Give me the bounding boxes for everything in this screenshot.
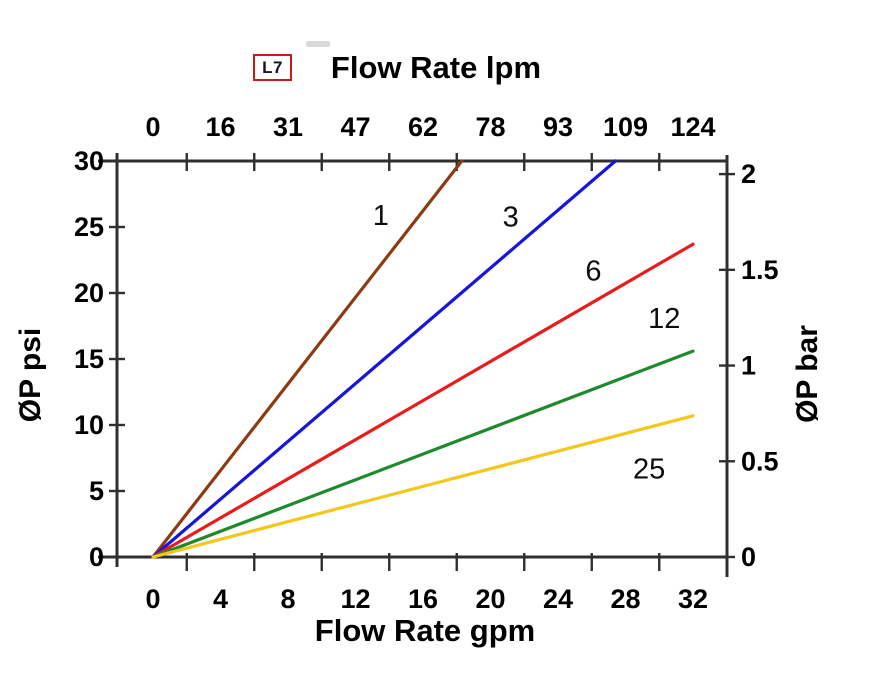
left-tick-label: 0 bbox=[89, 542, 104, 572]
left-tick-label: 30 bbox=[74, 146, 104, 176]
curve-label-3: 3 bbox=[503, 201, 519, 233]
bottom-tick-label: 12 bbox=[340, 584, 370, 614]
right-tick-label: 0.5 bbox=[741, 446, 779, 476]
l7-badge: L7 bbox=[253, 54, 292, 81]
left-tick-label: 10 bbox=[74, 410, 104, 440]
bottom-tick-label: 8 bbox=[280, 584, 295, 614]
right-tick-label: 1 bbox=[741, 351, 756, 381]
bottom-tick-label: 24 bbox=[543, 584, 573, 614]
curve-label-12: 12 bbox=[648, 303, 680, 335]
curve-label-25: 25 bbox=[633, 454, 665, 486]
top-tick-label: 124 bbox=[670, 112, 715, 142]
right-tick-label: 2 bbox=[741, 159, 756, 189]
bottom-tick-label: 28 bbox=[610, 584, 640, 614]
top-axis-title: Flow Rate lpm bbox=[330, 50, 542, 85]
bottom-tick-label: 16 bbox=[408, 584, 438, 614]
top-tick-label: 31 bbox=[273, 112, 303, 142]
left-tick-label: 5 bbox=[89, 476, 104, 506]
top-tick-label: 0 bbox=[145, 112, 160, 142]
top-tick-label: 78 bbox=[475, 112, 505, 142]
top-tick-label: 109 bbox=[603, 112, 648, 142]
curve-25 bbox=[151, 414, 695, 559]
bottom-tick-label: 32 bbox=[678, 584, 708, 614]
top-tick-label: 47 bbox=[340, 112, 370, 142]
right-tick-label: 0 bbox=[741, 542, 756, 572]
curve-1 bbox=[151, 159, 464, 559]
bottom-tick-label: 0 bbox=[145, 584, 160, 614]
curve-3 bbox=[151, 159, 618, 559]
bottom-tick-label: 20 bbox=[475, 584, 505, 614]
bottom-tick-label: 4 bbox=[213, 584, 228, 614]
curve-6 bbox=[151, 242, 695, 559]
left-tick-label: 20 bbox=[74, 278, 104, 308]
artifact-smudge bbox=[306, 41, 330, 47]
curve-label-1: 1 bbox=[373, 200, 389, 232]
top-tick-label: 16 bbox=[205, 112, 235, 142]
top-tick-label: 93 bbox=[543, 112, 573, 142]
right-tick-label: 1.5 bbox=[741, 255, 779, 285]
left-tick-label: 25 bbox=[74, 212, 104, 242]
l7-badge-label: L7 bbox=[262, 57, 283, 77]
curve-label-6: 6 bbox=[585, 256, 601, 288]
curve-12 bbox=[151, 349, 695, 559]
top-tick-label: 62 bbox=[408, 112, 438, 142]
bottom-axis-title: Flow Rate gpm bbox=[314, 613, 536, 648]
left-tick-label: 15 bbox=[74, 344, 104, 374]
